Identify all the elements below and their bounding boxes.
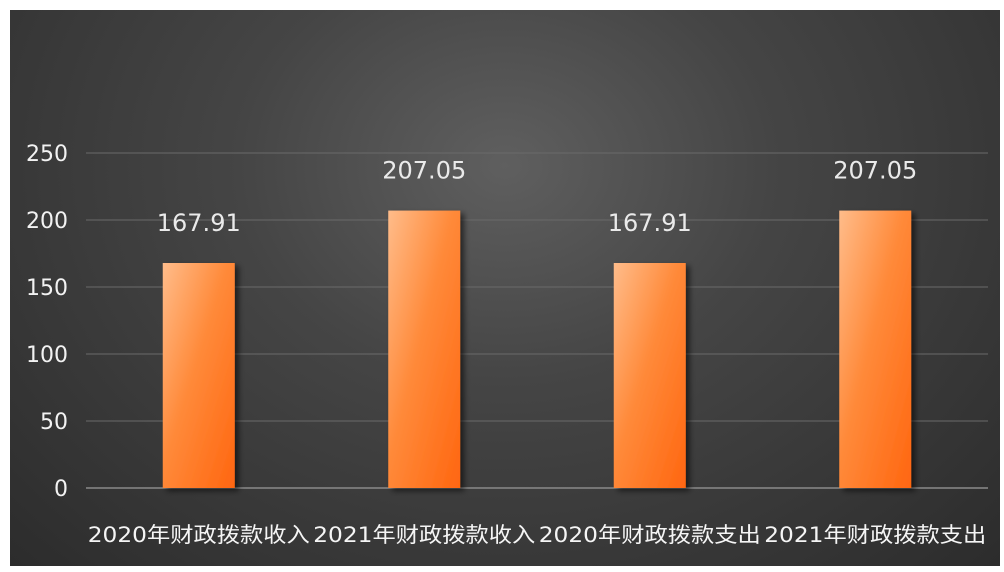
bar-value-label: 207.05 [833,157,917,185]
y-axis-ticks: 0 50 100 150 200 250 [26,142,68,502]
bar-value-label: 167.91 [157,209,241,237]
gridlines [86,152,988,489]
y-tick-label: 50 [40,410,68,435]
x-category-label: 2020年财政拨款收入 [88,523,310,547]
bars [162,210,912,489]
bar-chart: 0 50 100 150 200 250 167.91 207.05 167.91 207.05… [26,142,988,547]
x-axis-categories: 2020年财政拨款收入 2021年财政拨款收入 2020年财政拨款支出 2021年财政… [88,523,987,547]
y-tick-label: 200 [26,209,68,234]
y-tick-label: 250 [26,142,68,167]
y-tick-label: 100 [26,343,68,368]
bar [388,210,461,489]
data-labels: 167.91 207.05 167.91 207.05 [157,157,917,237]
y-tick-label: 150 [26,276,68,301]
x-category-label: 2020年财政拨款支出 [539,523,761,547]
x-category-label: 2021年财政拨款收入 [313,523,535,547]
y-tick-label: 0 [54,477,68,502]
x-category-label: 2021年财政拨款支出 [764,523,986,547]
bar-value-label: 167.91 [608,209,692,237]
bar [839,210,912,489]
bar-value-label: 207.05 [382,157,466,185]
bar [613,263,686,488]
bar [162,263,235,488]
chart-panel: 0 50 100 150 200 250 167.91 207.05 167.91 207.05… [10,10,1000,566]
